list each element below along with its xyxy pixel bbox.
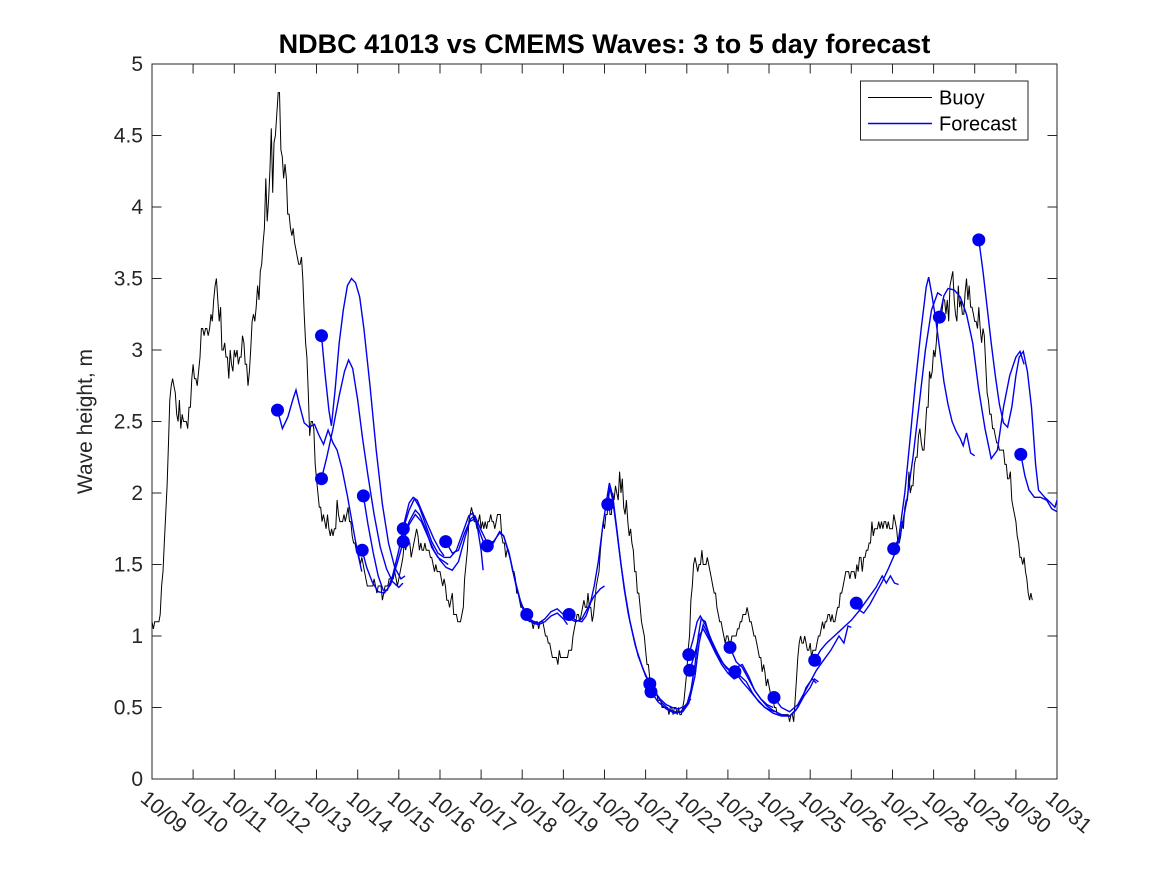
svg-text:5: 5 xyxy=(131,53,143,76)
svg-text:4.5: 4.5 xyxy=(114,125,143,148)
svg-text:NDBC 41013 vs CMEMS Waves: 3 t: NDBC 41013 vs CMEMS Waves: 3 to 5 day fo… xyxy=(279,29,931,59)
svg-text:4: 4 xyxy=(131,196,143,219)
svg-text:Forecast: Forecast xyxy=(939,114,1017,136)
svg-text:1: 1 xyxy=(131,625,143,648)
svg-text:1.5: 1.5 xyxy=(114,554,143,577)
svg-text:2: 2 xyxy=(131,482,143,505)
svg-text:2.5: 2.5 xyxy=(114,411,143,434)
svg-text:Wave height, m: Wave height, m xyxy=(74,349,97,494)
svg-text:3: 3 xyxy=(131,339,143,362)
svg-text:3.5: 3.5 xyxy=(114,268,143,291)
svg-text:Buoy: Buoy xyxy=(939,88,985,110)
svg-text:0.5: 0.5 xyxy=(114,697,143,720)
svg-text:0: 0 xyxy=(131,768,143,791)
